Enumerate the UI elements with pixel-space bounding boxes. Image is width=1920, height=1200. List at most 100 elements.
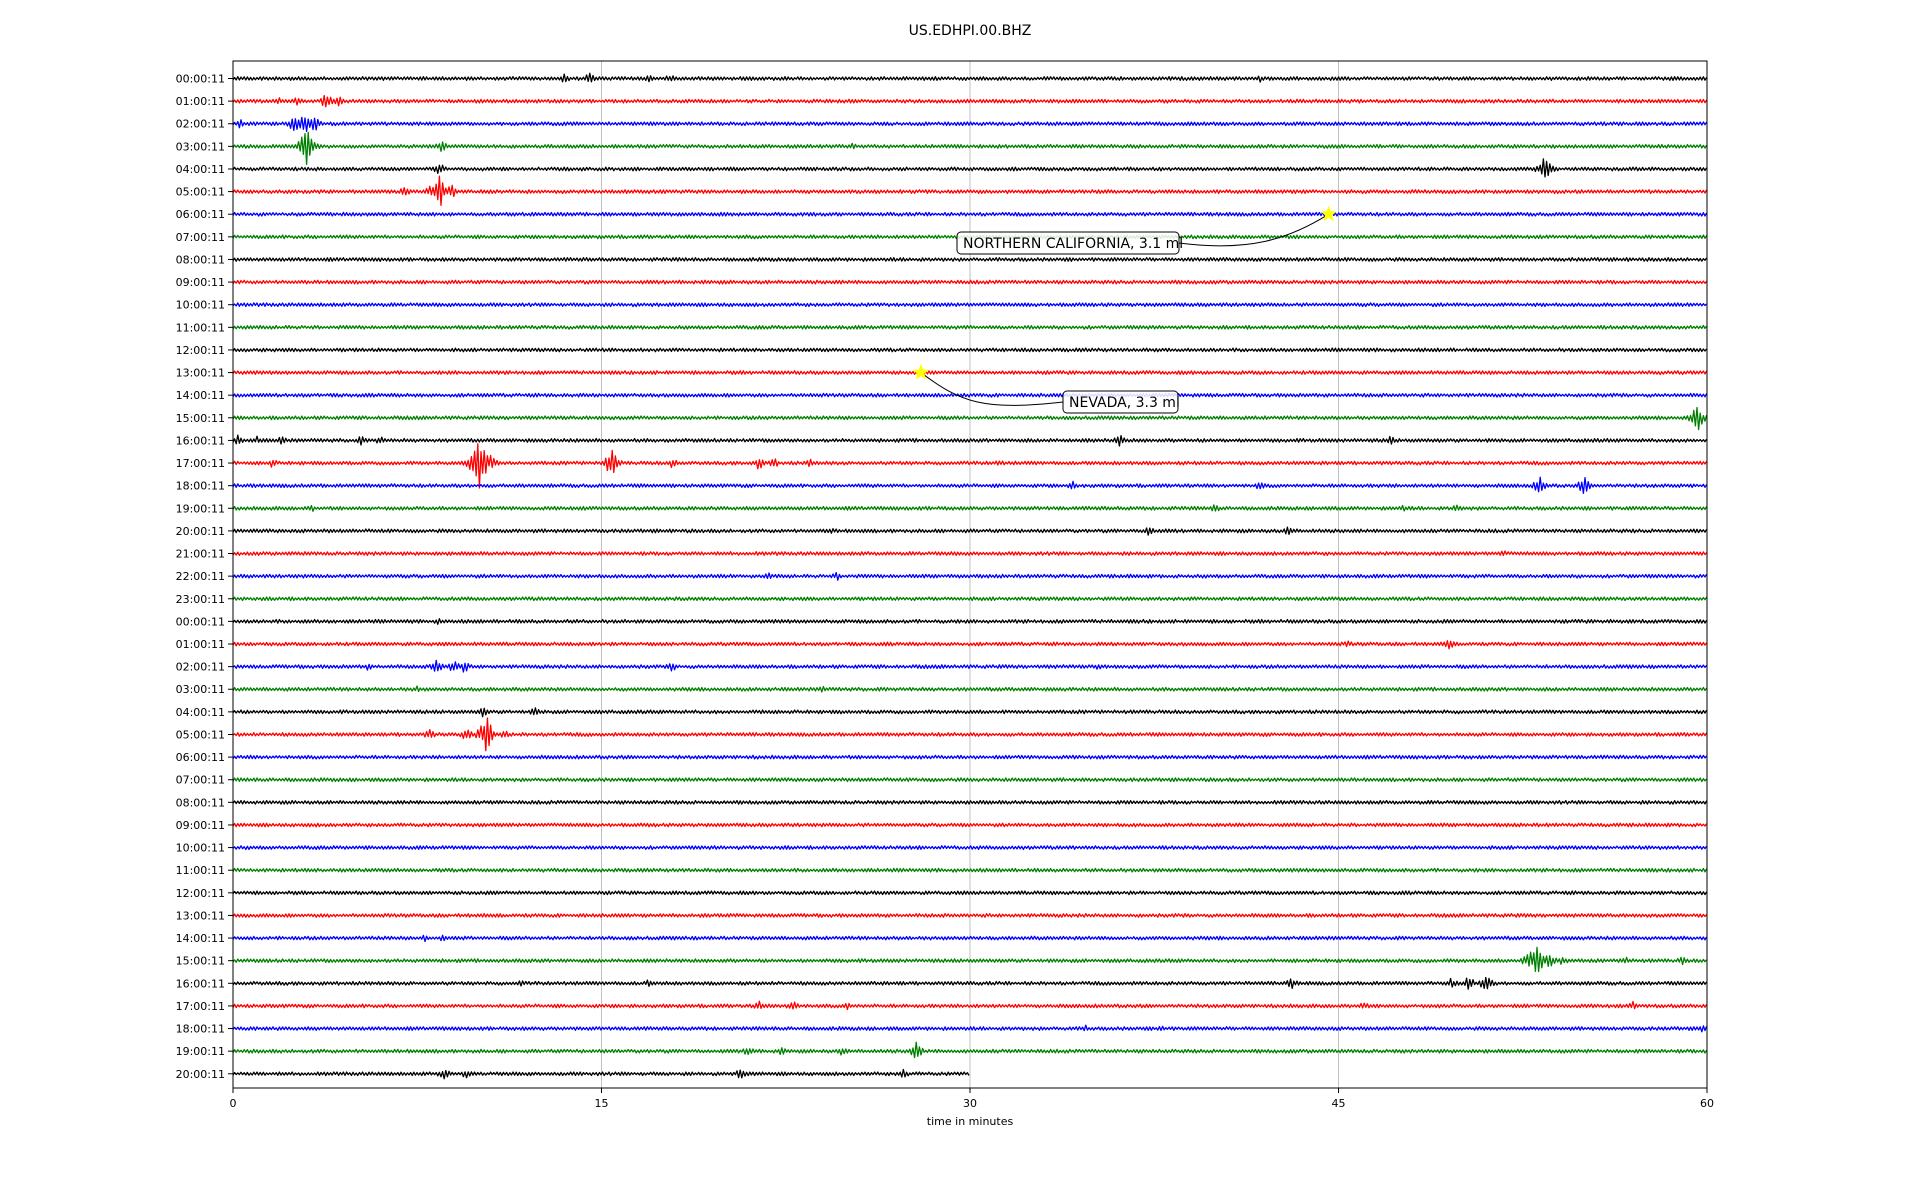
row-time-label: 05:00:11 [176,728,225,741]
chart-title: US.EDHPI.00.BHZ [909,23,1032,39]
seismic-trace-row [232,324,1708,330]
seismic-trace-row [232,867,1708,873]
seismic-trace-row [232,777,1708,783]
seismic-trace-row [232,754,1708,760]
seismic-trace-row [232,279,1708,285]
event-star-marker [1320,205,1337,222]
seismic-trace-row [232,302,1708,308]
seismic-trace-row [232,1024,1708,1033]
seismic-trace-row [232,392,1708,398]
seismic-trace-row [232,717,1708,752]
x-tick-label: 45 [1332,1097,1346,1110]
event-star-marker [912,363,930,380]
plot-frame [232,60,1708,1089]
annotation-box [1062,390,1179,414]
x-axis-label: time in minutes [927,1115,1014,1128]
annotation-label: NORTHERN CALIFORNIA, 3.1 ml [963,236,1183,252]
seismic-trace-row [232,504,1708,512]
row-time-label: 12:00:11 [176,887,225,900]
seismic-trace-row [232,618,1708,625]
row-time-label: 08:00:11 [176,796,225,809]
row-time-label: 22:00:11 [176,570,225,583]
row-time-label: 01:00:11 [176,95,225,108]
row-time-label: 09:00:11 [176,819,225,832]
row-time-label: 14:00:11 [176,389,225,402]
seismic-trace-row [232,946,1708,973]
seismic-trace-row [232,406,1708,431]
row-time-label: 11:00:11 [176,864,225,877]
row-time-label: 06:00:11 [176,751,225,764]
seismic-trace-row [232,845,1708,851]
row-time-label: 12:00:11 [176,344,225,357]
row-time-label: 09:00:11 [176,276,225,289]
annotation-connector [920,372,1064,406]
x-tick-label: 0 [230,1097,237,1110]
seismic-trace-row [232,934,1708,943]
row-time-label: 19:00:11 [176,502,225,515]
seismic-trace-row [232,822,1708,828]
seismic-trace-row [232,1000,1708,1011]
row-time-label: 16:00:11 [176,977,225,990]
row-time-label: 15:00:11 [176,955,225,968]
row-time-label: 08:00:11 [176,253,225,266]
seismic-trace-row [232,1041,1708,1059]
seismic-trace-row [232,347,1708,353]
x-tick-label: 15 [595,1097,609,1110]
row-time-label: 06:00:11 [176,208,225,221]
seismic-trace-row [232,476,1708,494]
row-time-label: 13:00:11 [176,367,225,380]
seismic-trace-row [232,175,1708,206]
seismic-trace-row [232,596,1708,602]
x-axis-ticks: 0 15 30 45 60 [230,1088,1714,1110]
row-time-label: 20:00:11 [176,525,225,538]
row-time-label: 05:00:11 [176,186,225,199]
row-time-label: 14:00:11 [176,932,225,945]
row-time-label: 03:00:11 [176,140,225,153]
x-tick-label: 30 [963,1097,977,1110]
seismic-trace-row [232,158,1708,178]
row-time-label: 19:00:11 [176,1045,225,1058]
row-time-label: 04:00:11 [176,163,225,176]
row-time-label: 10:00:11 [176,299,225,312]
annotation-connector [1178,213,1329,247]
seismic-trace-row [232,370,1708,376]
row-time-label: 13:00:11 [176,909,225,922]
seismic-trace-row [232,571,1708,581]
seismic-trace-row [232,116,1708,133]
row-time-label: 18:00:11 [176,1023,225,1036]
row-time-label: 04:00:11 [176,706,225,719]
seismic-trace-row [232,707,1708,718]
seismic-trace-row [232,443,1708,489]
row-time-label: 17:00:11 [176,457,225,470]
row-time-label: 10:00:11 [176,842,225,855]
seismic-trace-row [232,912,1708,918]
row-time-label: 00:00:11 [176,615,225,628]
seismic-trace-row [232,659,1708,673]
x-tick-label: 60 [1700,1097,1714,1110]
row-time-label: 07:00:11 [176,774,225,787]
row-time-label: 18:00:11 [176,480,225,493]
row-time-label: 07:00:11 [176,231,225,244]
row-time-label: 16:00:11 [176,434,225,447]
seismic-trace-row [232,976,1708,990]
seismic-trace-row [232,685,1708,693]
seismic-trace-row [232,1068,970,1080]
seismic-trace-row [232,94,1708,108]
row-time-label: 02:00:11 [176,118,225,131]
seismic-trace-row [232,211,1708,217]
seismic-trace-row [232,131,1708,166]
event-annotations: NORTHERN CALIFORNIA, 3.1 ml NEVADA, 3.3 m… [912,205,1337,414]
row-time-label: 00:00:11 [176,73,225,86]
annotation-box [956,231,1180,255]
row-time-label: 03:00:11 [176,683,225,696]
row-time-label: 02:00:11 [176,661,225,674]
seismic-trace-row [232,890,1708,896]
row-time-label: 01:00:11 [176,638,225,651]
seismic-trace-row [232,550,1708,557]
seismic-trace-row [232,434,1708,447]
annotation-label: NEVADA, 3.3 ml [1069,395,1180,411]
seismic-trace-row [232,799,1708,805]
seismic-trace-row [232,640,1708,650]
seismic-trace-row [232,526,1708,536]
